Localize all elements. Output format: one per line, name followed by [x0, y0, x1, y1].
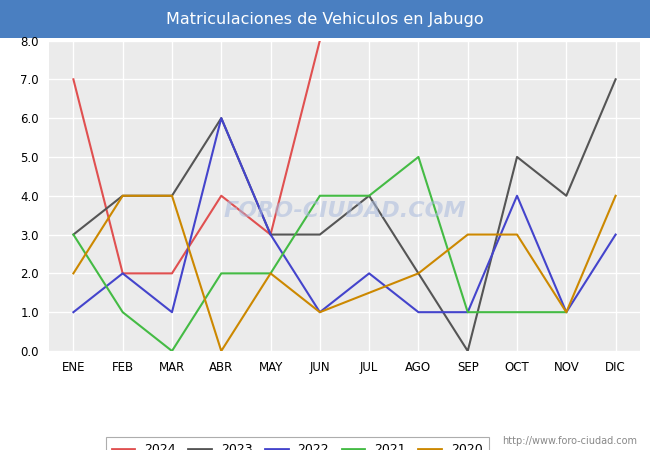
Text: Matriculaciones de Vehiculos en Jabugo: Matriculaciones de Vehiculos en Jabugo — [166, 12, 484, 27]
Text: http://www.foro-ciudad.com: http://www.foro-ciudad.com — [502, 436, 637, 446]
Text: FORO-CIUDAD.COM: FORO-CIUDAD.COM — [223, 201, 466, 221]
Legend: 2024, 2023, 2022, 2021, 2020: 2024, 2023, 2022, 2021, 2020 — [105, 437, 489, 450]
